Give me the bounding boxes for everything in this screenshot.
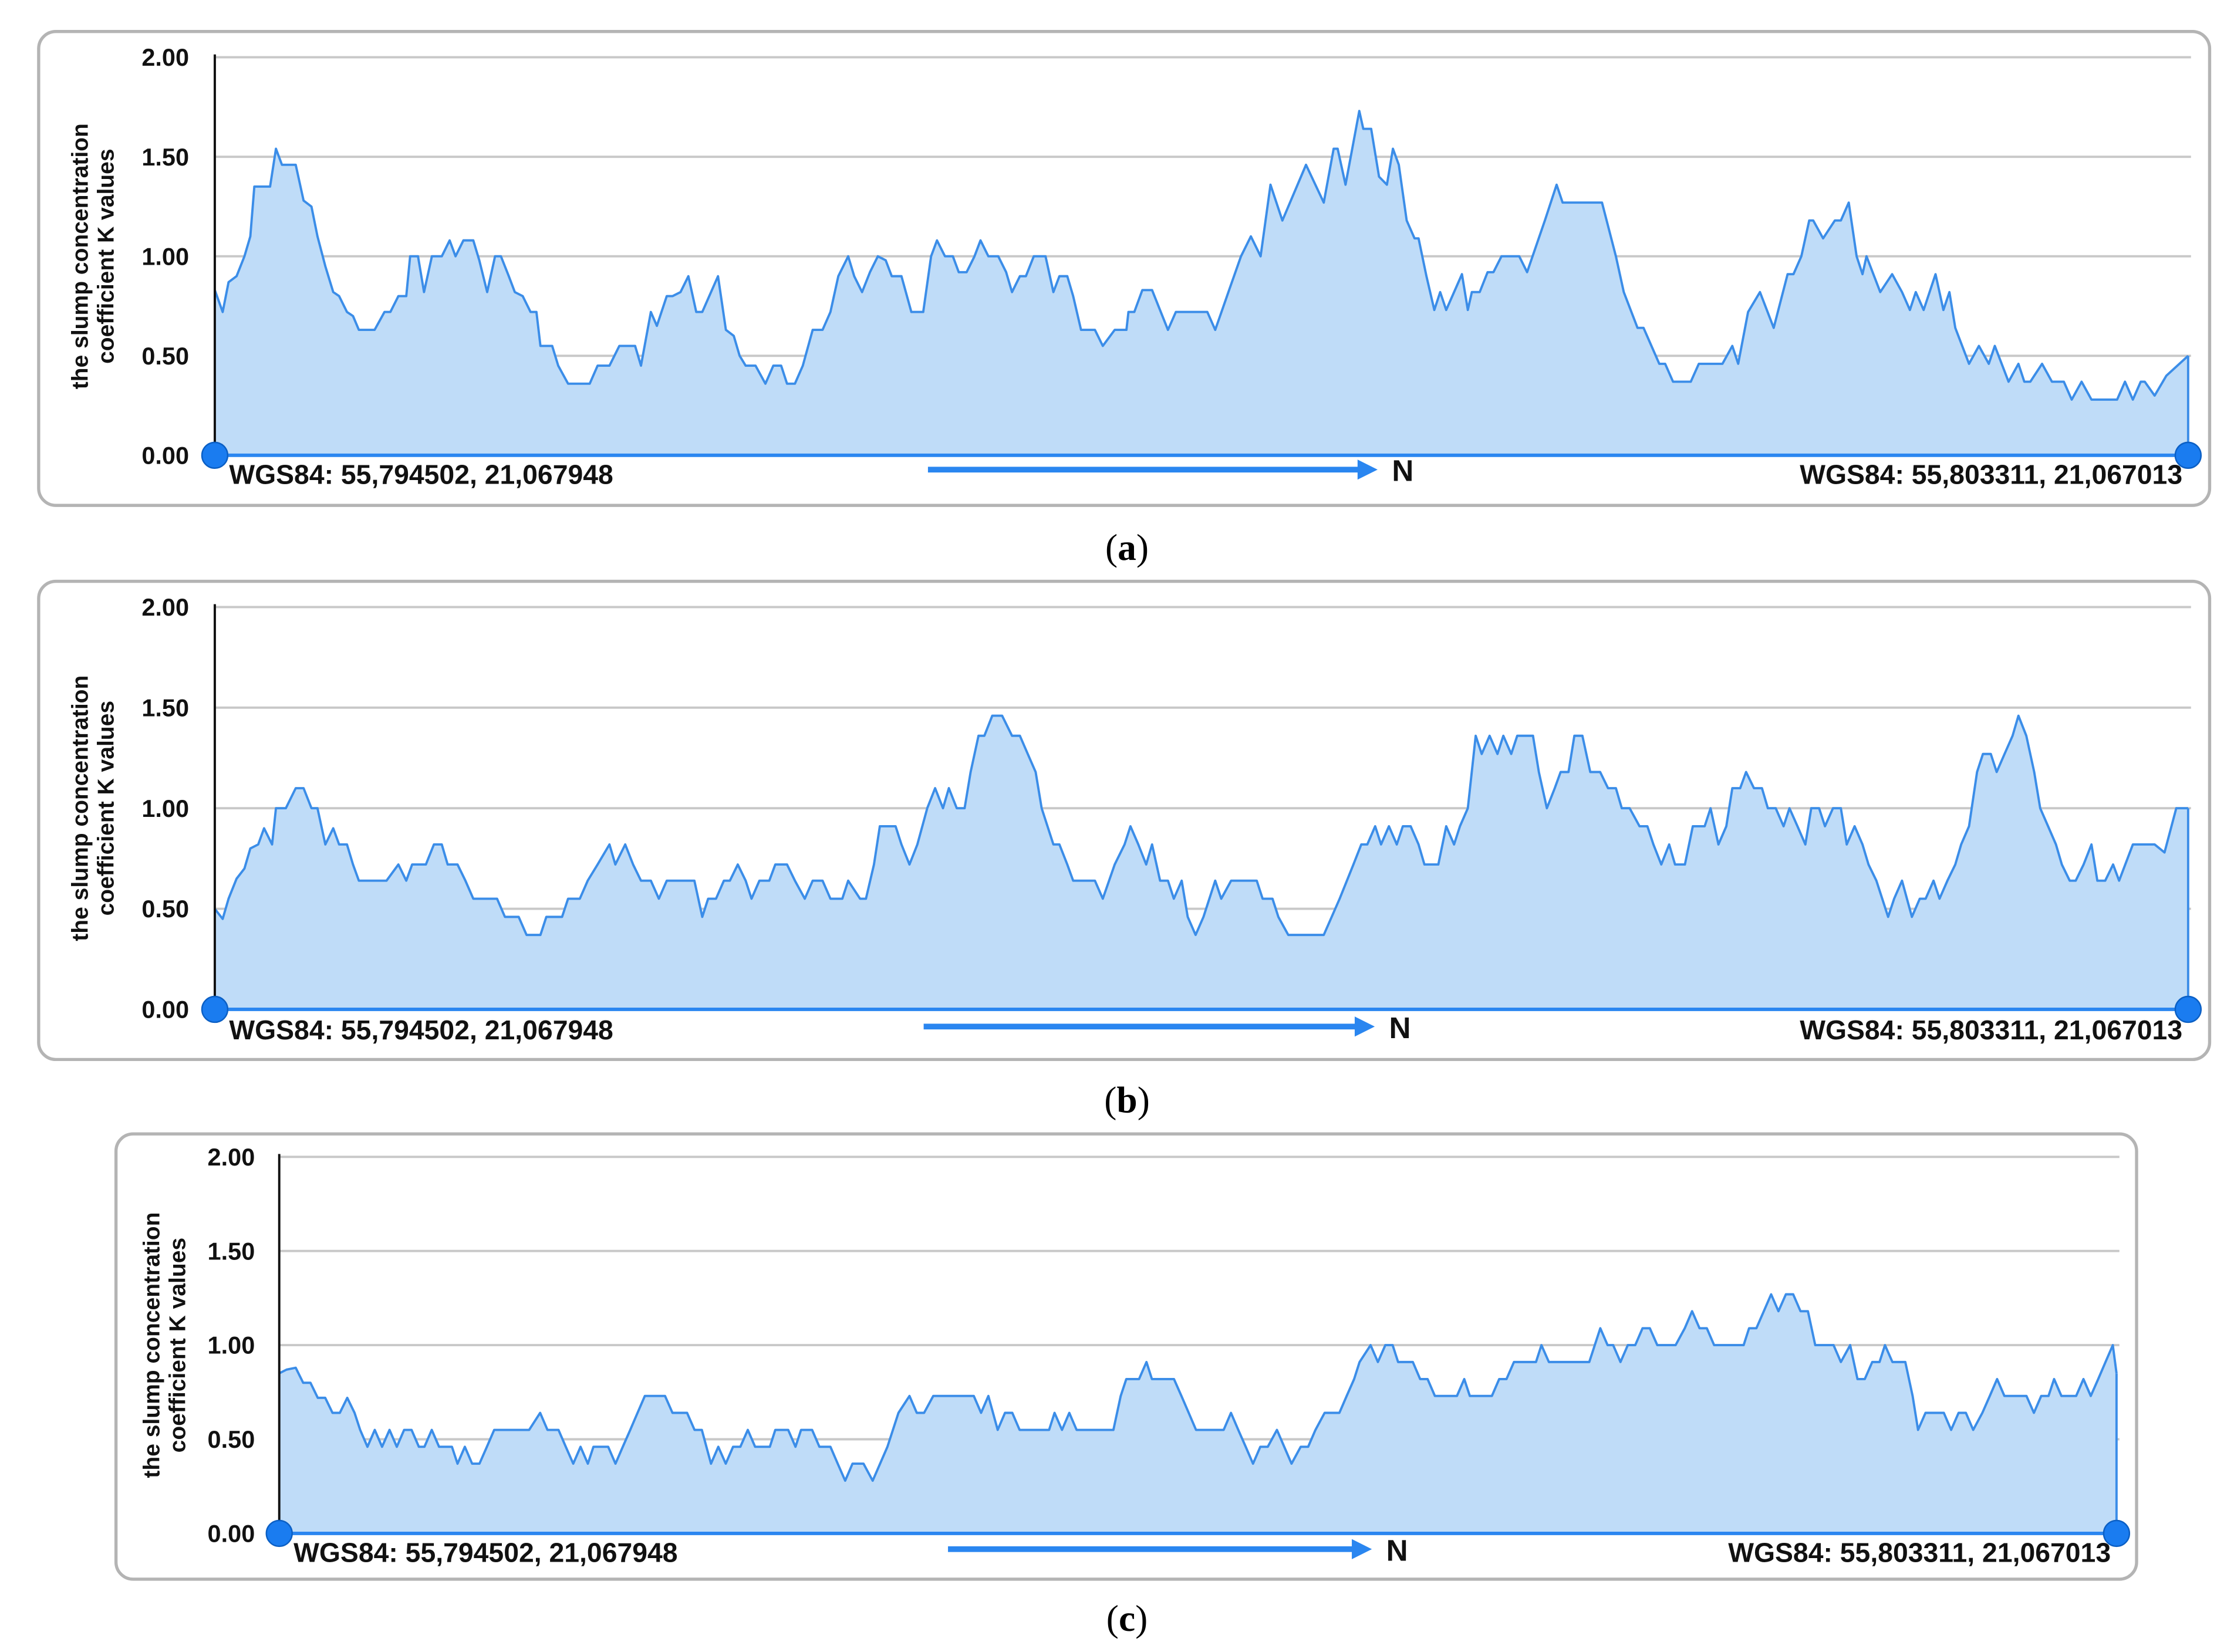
y-tick-label: 0.00: [208, 1520, 255, 1548]
caption-letter: c: [1118, 1597, 1136, 1640]
y-tick-label: 1.50: [141, 143, 189, 171]
y-tick-label: 1.00: [141, 242, 189, 270]
y-tick-label: 1.00: [141, 795, 189, 822]
start-point-marker[interactable]: [265, 1519, 293, 1548]
end-coordinate-label: WGS84: 55,803311, 21,067013: [1800, 460, 2182, 490]
y-tick-label: 2.00: [141, 593, 189, 621]
caption-paren: (: [1104, 1079, 1117, 1121]
y-tick-label: 1.00: [208, 1332, 255, 1359]
end-coordinate-label: WGS84: 55,803311, 21,067013: [1728, 1538, 2111, 1568]
direction-arrow-head-icon: [1354, 1016, 1375, 1037]
series-line: [278, 1293, 2118, 1482]
caption-paren: ): [1136, 526, 1149, 569]
y-axis-title: coefficient K values: [165, 1238, 190, 1452]
y-tick-label: 1.50: [141, 694, 189, 721]
y-axis-title: coefficient K values: [93, 701, 119, 915]
caption-paren: ): [1137, 1079, 1150, 1121]
series-line: [214, 110, 2189, 401]
direction-arrow-head-icon: [1352, 1539, 1372, 1559]
direction-label: N: [1389, 1011, 1411, 1045]
area-fill: [279, 1294, 2117, 1533]
caption-paren: (: [1106, 1597, 1119, 1640]
series-line: [214, 714, 2188, 937]
y-tick-label: 2.00: [141, 43, 189, 71]
start-coordinate-label: WGS84: 55,794502, 21,067948: [293, 1538, 677, 1568]
start-point-marker[interactable]: [201, 441, 229, 469]
y-tick-label: 0.00: [141, 996, 189, 1023]
caption-letter: b: [1116, 1079, 1138, 1121]
y-axis-title: the slump concentration: [139, 1212, 164, 1478]
y-axis-title: the slump concentration: [68, 675, 93, 941]
start-coordinate-label: WGS84: 55,794502, 21,067948: [229, 460, 613, 490]
start-point-marker[interactable]: [201, 995, 229, 1023]
direction-label: N: [1392, 454, 1413, 488]
area-fill: [214, 715, 2188, 1009]
y-tick-label: 0.50: [141, 895, 189, 923]
direction-arrow-head-icon: [1357, 460, 1378, 480]
figure-caption: (b): [1055, 1080, 1199, 1123]
end-point-marker[interactable]: [2174, 441, 2202, 469]
area-fill: [214, 111, 2188, 455]
y-tick-label: 1.50: [208, 1237, 255, 1265]
figure-caption: (a): [1055, 527, 1199, 570]
y-axis-title: the slump concentration: [68, 123, 93, 389]
y-axis-title: coefficient K values: [93, 148, 119, 363]
y-tick-label: 0.50: [141, 342, 189, 370]
figure-caption: (c): [1055, 1598, 1199, 1641]
end-coordinate-label: WGS84: 55,803311, 21,067013: [1800, 1015, 2182, 1045]
end-point-marker[interactable]: [2103, 1519, 2131, 1548]
caption-paren: (: [1105, 526, 1118, 569]
y-tick-label: 0.00: [141, 441, 189, 469]
y-tick-label: 0.50: [208, 1425, 255, 1453]
y-tick-label: 2.00: [208, 1143, 255, 1171]
direction-label: N: [1386, 1533, 1408, 1567]
caption-letter: a: [1118, 526, 1136, 569]
start-coordinate-label: WGS84: 55,794502, 21,067948: [229, 1015, 613, 1045]
end-point-marker[interactable]: [2174, 995, 2202, 1023]
caption-paren: ): [1135, 1597, 1148, 1640]
